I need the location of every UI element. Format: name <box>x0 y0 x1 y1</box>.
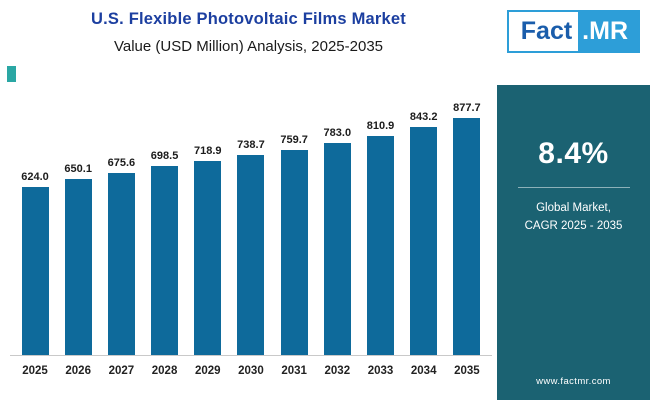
cagr-label: Global Market, CAGR 2025 - 2035 <box>497 200 650 236</box>
cagr-label-line2: CAGR 2025 - 2035 <box>524 219 623 232</box>
cagr-label-line1: Global Market, <box>536 202 611 214</box>
page-subtitle: Value (USD Million) Analysis, 2025-2035 <box>113 38 384 55</box>
website-link[interactable]: www.factmr.com <box>536 376 611 387</box>
x-axis-tick: 2026 <box>65 365 91 377</box>
x-axis-tick: 2025 <box>22 365 48 377</box>
bar <box>323 143 351 356</box>
x-axis: 2025 2026 2027 2028 2029 2030 2031 2032 2033 2034… <box>10 365 492 377</box>
bar <box>64 179 92 356</box>
bar-group: 783.0 <box>318 127 356 356</box>
bar <box>410 127 438 356</box>
logo-text-mr: .MR <box>578 12 638 51</box>
bar-value-label: 877.7 <box>453 102 481 114</box>
bar-value-label: 843.2 <box>409 111 438 123</box>
chart-header: U.S. Flexible Photovoltaic Films Market … <box>0 10 497 55</box>
bar <box>21 187 49 356</box>
bar <box>280 150 308 356</box>
bar-group: 738.7 <box>232 139 270 356</box>
bar-group: 877.7 <box>448 102 486 356</box>
bar-group: 810.9 <box>362 120 400 356</box>
bar <box>107 173 135 356</box>
bar-value-label: 624.0 <box>21 171 49 183</box>
bar-value-label: 675.6 <box>107 157 136 169</box>
bar-chart-area: 624.0 650.1 675.6 698.5 718.9 738.7 759.7 783.0… <box>10 98 492 386</box>
bar <box>151 166 179 356</box>
bar <box>237 155 265 356</box>
x-axis-tick: 2027 <box>108 365 135 377</box>
bar-group: 843.2 <box>405 111 443 356</box>
cagr-panel: 8.4% Global Market, CAGR 2025 - 2035 www… <box>497 85 650 400</box>
bar-value-label: 759.7 <box>280 134 308 146</box>
bar-chart: 624.0 650.1 675.6 698.5 718.9 738.7 759.7 783.0… <box>10 98 492 356</box>
accent-mark <box>7 66 16 82</box>
bar-group: 624.0 <box>16 171 54 356</box>
x-axis-tick: 2029 <box>194 365 221 377</box>
x-axis-tick: 2028 <box>151 365 178 377</box>
bar <box>194 161 222 356</box>
cagr-value: 8.4% <box>538 137 609 170</box>
bar <box>367 136 394 356</box>
x-axis-tick: 2033 <box>367 365 394 377</box>
x-axis-line <box>10 355 492 356</box>
bar-value-label: 718.9 <box>193 145 222 157</box>
divider <box>517 187 630 188</box>
bar <box>453 118 481 356</box>
logo-text-fact: Fact <box>520 17 573 45</box>
bar-group: 759.7 <box>275 134 313 356</box>
x-axis-tick: 2030 <box>238 365 264 377</box>
x-axis-tick: 2035 <box>454 365 480 377</box>
bar-group: 650.1 <box>59 163 97 356</box>
x-axis-tick: 2032 <box>324 365 351 377</box>
bar-value-label: 810.9 <box>366 120 395 132</box>
bar-value-label: 783.0 <box>323 127 352 139</box>
bar-group: 698.5 <box>146 150 184 356</box>
x-axis-tick: 2034 <box>410 365 437 377</box>
bar-value-label: 698.5 <box>150 150 179 162</box>
x-axis-tick: 2031 <box>281 365 307 377</box>
page-title: U.S. Flexible Photovoltaic Films Market <box>91 10 406 28</box>
bar-value-label: 650.1 <box>64 163 92 175</box>
bar-group: 675.6 <box>102 157 140 356</box>
bar-group: 718.9 <box>189 145 227 356</box>
factmr-logo: Fact .MR <box>506 10 640 53</box>
bar-value-label: 738.7 <box>237 139 265 151</box>
